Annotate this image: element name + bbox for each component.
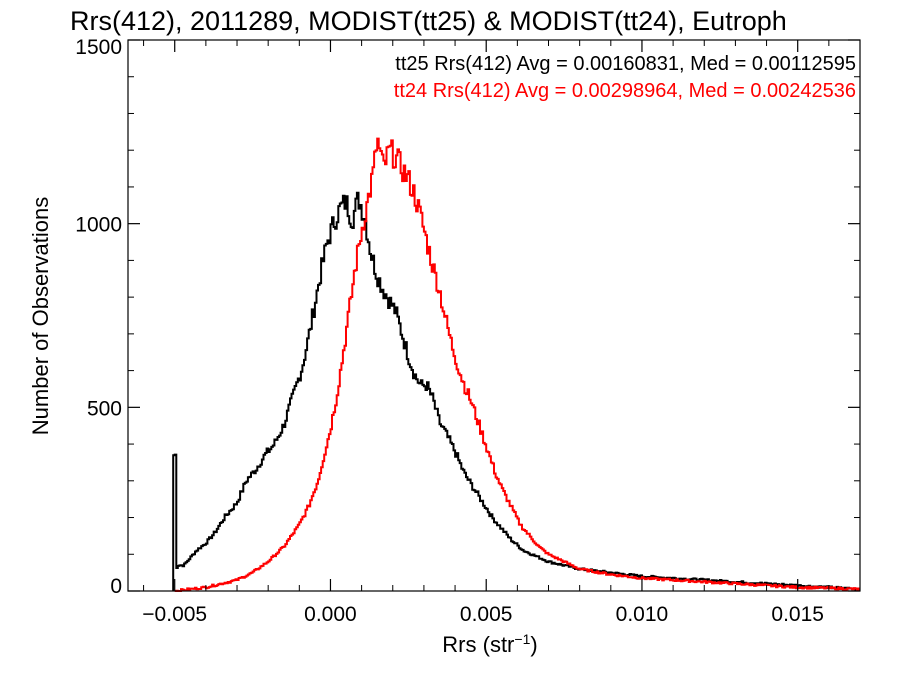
x-axis-label: Rrs (str−1) <box>442 631 537 657</box>
x-tick-label: 0.010 <box>616 603 669 626</box>
axis-ticks: −0.005 0.000 0.005 0.010 0.015 0 500 1000 1500 <box>75 36 860 626</box>
x-tick-label: −0.005 <box>142 603 207 626</box>
series-line-2 <box>174 137 860 592</box>
legend: tt25 Rrs(412) Avg = 0.00160831, Med = 0.… <box>394 53 856 102</box>
series-group <box>172 137 860 592</box>
x-tick-label: 0.000 <box>304 603 357 626</box>
series-line-1 <box>172 191 860 591</box>
y-axis-label: Number of Observations <box>28 197 53 435</box>
y-tick-label: 0 <box>110 575 122 598</box>
legend-entry-1: tt25 Rrs(412) Avg = 0.00160831, Med = 0.… <box>395 53 856 75</box>
legend-entry-2: tt24 Rrs(412) Avg = 0.00298964, Med = 0.… <box>394 80 856 102</box>
chart-title: Rrs(412), 2011289, MODIST(tt25) & MODIST… <box>70 6 787 36</box>
x-tick-label: 0.015 <box>771 603 824 626</box>
y-tick-label: 500 <box>87 397 122 420</box>
plot-frame <box>127 39 861 592</box>
x-tick-label: 0.005 <box>460 603 513 626</box>
y-tick-label: 1000 <box>75 214 122 237</box>
y-tick-label: 1500 <box>75 36 122 59</box>
x-axis-label-superscript: −1 <box>514 631 530 647</box>
